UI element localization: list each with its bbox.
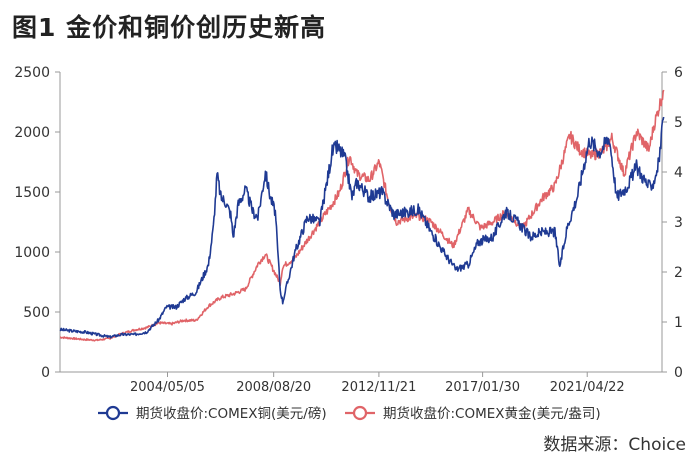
y-right-tick-label: 3 xyxy=(674,215,683,231)
x-tick-label: 2008/08/20 xyxy=(236,380,311,395)
legend-gold-marker xyxy=(352,405,368,421)
x-tick-label: 2004/05/05 xyxy=(130,380,205,395)
x-tick-label: 2021/04/22 xyxy=(550,380,625,395)
y-right-tick-label: 6 xyxy=(674,65,683,81)
y-left-tick-label: 2500 xyxy=(14,65,50,81)
x-tick-label: 2012/11/21 xyxy=(341,380,416,395)
y-left-tick-label: 2000 xyxy=(14,125,50,141)
series-line-gold xyxy=(59,89,665,342)
y-right-tick-label: 1 xyxy=(674,315,683,331)
chart-title: 图1 金价和铜价创历史新高 xyxy=(12,13,327,42)
y-left-tick-label: 1000 xyxy=(14,245,50,261)
x-tick-label: 2017/01/30 xyxy=(445,380,520,395)
series-line-copper xyxy=(59,116,665,339)
y-left-tick-label: 1500 xyxy=(14,185,50,201)
legend-gold-label: 期货收盘价:COMEX黄金(美元/盎司) xyxy=(383,405,601,422)
y-left-tick-label: 0 xyxy=(41,365,50,381)
y-right-tick-label: 0 xyxy=(674,365,683,381)
y-right-tick-label: 4 xyxy=(674,165,683,181)
legend-copper-marker xyxy=(105,405,121,421)
legend-copper-label: 期货收盘价:COMEX铜(美元/磅) xyxy=(136,405,327,422)
y-right-tick-label: 2 xyxy=(674,265,683,281)
y-left-tick-label: 500 xyxy=(23,305,50,321)
y-right-tick-label: 5 xyxy=(674,115,683,131)
source-note: 数据来源：Choice xyxy=(543,435,686,455)
